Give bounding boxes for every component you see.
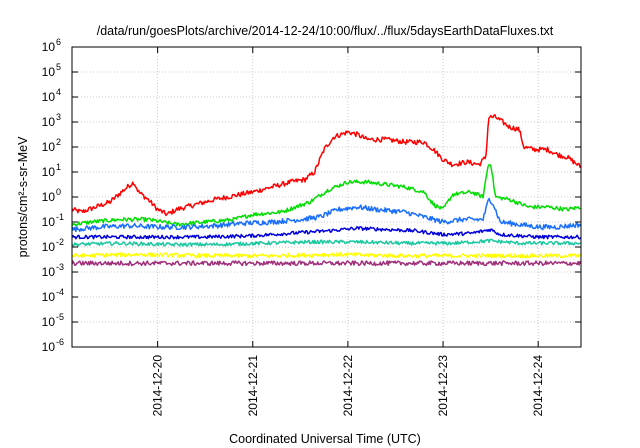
y-tick-exponent: 6 [56,37,61,47]
series-line-6 [71,251,582,259]
series-group [71,113,582,267]
y-tick-label: 10 [42,215,56,229]
y-tick-label: 10 [42,40,56,54]
y-tick-label: 10 [42,65,56,79]
x-axis-ticks: 2014-12-20 2014-12-21 2014-12-22 2014-12-23… [151,47,545,417]
series-line-4 [71,226,582,240]
y-tick-exponent: 1 [56,162,61,172]
y-tick-label: 10 [42,90,56,104]
grid [72,47,581,347]
y-tick-exponent: -4 [56,287,64,297]
y-tick-exponent: -1 [56,212,64,222]
y-tick-exponent: 2 [56,137,61,147]
series-line-5 [71,238,582,247]
series-line-3 [71,197,582,233]
x-tick-label: 2014-12-20 [151,355,165,417]
x-axis-label: Coordinated Universal Time (UTC) [229,432,421,446]
y-tick-label: 10 [42,140,56,154]
y-tick-label: 10 [42,340,56,354]
y-tick-label: 10 [42,290,56,304]
series-line-2 [71,163,582,227]
y-tick-exponent: -5 [56,312,64,322]
y-tick-exponent: 5 [56,62,61,72]
x-tick-label: 2014-12-23 [436,355,450,417]
y-tick-label: 10 [42,190,56,204]
y-axis-label: protons/cm²-s-sr-MeV [16,136,30,258]
y-axis-ticks: 10 -610 -510 -410 -310 -210 -110 010 110 210 310 41… [42,37,581,354]
y-tick-exponent: 0 [56,187,61,197]
y-tick-exponent: -6 [56,337,64,347]
y-tick-label: 10 [42,115,56,129]
y-tick-exponent: -2 [56,237,64,247]
y-tick-exponent: 3 [56,112,61,122]
y-tick-label: 10 [42,315,56,329]
series-line-7 [71,260,582,267]
y-tick-exponent: 4 [56,87,61,97]
y-tick-label: 10 [42,165,56,179]
series-line-1 [71,113,582,217]
y-tick-exponent: -3 [56,262,64,272]
x-tick-label: 2014-12-21 [246,355,260,417]
x-tick-label: 2014-12-22 [341,355,355,417]
chart-title: /data/run/goesPlots/archive/2014-12-24/1… [97,24,554,38]
x-tick-label: 2014-12-24 [531,355,545,417]
y-tick-label: 10 [42,265,56,279]
y-tick-label: 10 [42,240,56,254]
